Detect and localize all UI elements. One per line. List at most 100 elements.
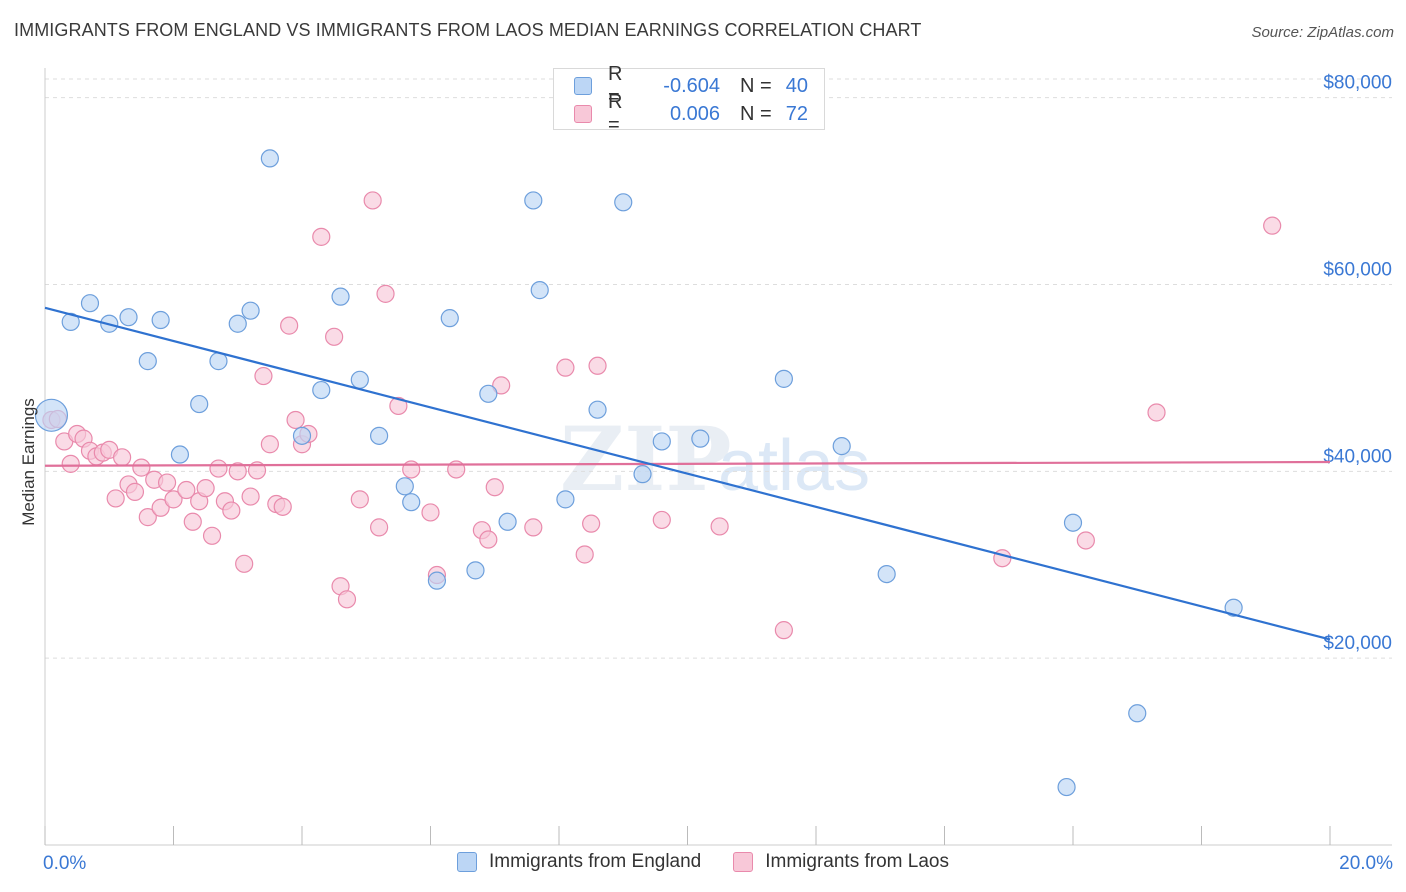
england-point [556,490,575,509]
england-point [588,400,607,419]
laos-point [183,512,202,531]
england-swatch [574,77,592,95]
laos-point [280,316,299,335]
chart-source: Source: ZipAtlas.com [1251,24,1394,41]
laos-point [273,497,292,516]
england-point [402,493,421,512]
england-point [479,384,498,403]
england-point [312,380,331,400]
england-point [395,477,414,496]
laos-point [125,482,145,501]
laos-point [363,191,382,210]
y-tick-label: $20,000 [1323,633,1392,654]
laos-point [376,284,395,303]
laos-point [286,410,305,430]
y-tick-label: $60,000 [1323,260,1392,281]
r-label: R = [608,63,623,108]
england-point [427,571,447,590]
laos-point [575,545,594,564]
n-label: N = [740,74,772,97]
y-tick-label: $40,000 [1323,446,1392,467]
england-point [440,309,459,328]
laos-point [524,518,543,537]
laos-point [106,489,125,508]
legend-row-england: R = -0.604 N = 40 [574,63,808,108]
watermark-atlas: atlas [718,426,870,506]
laos-point [112,448,132,467]
legend-label-laos: Immigrants from Laos [765,851,949,872]
england-point [370,426,389,445]
england-point [832,437,851,456]
legend-label-england: Immigrants from England [489,851,702,872]
legend-row-laos: R = 0.006 N = 72 [574,91,808,136]
laos-point [774,621,793,640]
laos-point [556,358,575,377]
n-label: N = [740,102,772,125]
england-point [1063,513,1083,532]
r-value-england: -0.604 [663,74,720,97]
laos-point [202,526,222,545]
laos-point [132,458,151,477]
x-tick-label-start: 0.0% [43,853,86,874]
laos-point [254,366,273,386]
legend-item-england[interactable]: Immigrants from England [457,851,701,873]
laos-point [222,501,241,520]
laos-legend-swatch [733,852,754,872]
r-label: R = [608,91,623,136]
laos-point [479,530,498,549]
england-point [34,398,69,432]
laos-point [710,517,729,536]
england-point [151,310,170,330]
england-point [1128,704,1147,723]
y-tick-label: $80,000 [1323,73,1392,94]
england-point [350,370,369,389]
england-point [190,394,209,414]
england-point [1224,598,1243,617]
trend-lines [44,306,1331,641]
laos-point [164,490,183,509]
laos-point [260,435,279,454]
laos-point [138,508,157,527]
laos-point [196,479,215,498]
laos-point [350,490,369,509]
laos-point [485,478,504,497]
laos-point [1076,531,1095,550]
laos-point [157,473,177,492]
n-value-laos: 72 [785,102,808,125]
laos-trend-line [44,460,1331,467]
england-point [292,426,312,445]
laos-swatch [574,105,592,123]
y-axis-label: Median Earnings [19,398,38,526]
england-point [652,432,671,451]
legend-item-laos[interactable]: Immigrants from Laos [733,851,949,873]
england-point [633,465,652,484]
england-point [524,191,543,210]
n-value-england: 40 [785,74,808,97]
england-points [34,149,1243,797]
laos-point [421,503,440,522]
r-value-laos: 0.006 [669,102,720,125]
england-point [260,149,279,168]
laos-point [325,327,344,346]
axes [44,68,1392,846]
england-point [241,301,260,320]
laos-point [228,462,247,481]
watermark-zip: ZIP [560,407,732,511]
england-point [466,561,485,580]
laos-point [370,518,389,537]
laos-point [209,459,228,478]
england-point [1057,777,1076,797]
x-tick-label-end: 20.0% [1339,853,1393,874]
england-legend-swatch [457,852,477,872]
laos-point [1147,403,1166,422]
laos-point [402,460,421,479]
england-point [331,287,350,306]
england-point [228,314,247,333]
correlation-legend: R = -0.604 N = 40 R = 0.006 N = 72 [553,63,825,136]
england-point [138,352,157,371]
laos-point [312,227,331,246]
england-point [774,369,793,388]
laos-point [582,514,601,533]
laos-point [1263,216,1282,235]
